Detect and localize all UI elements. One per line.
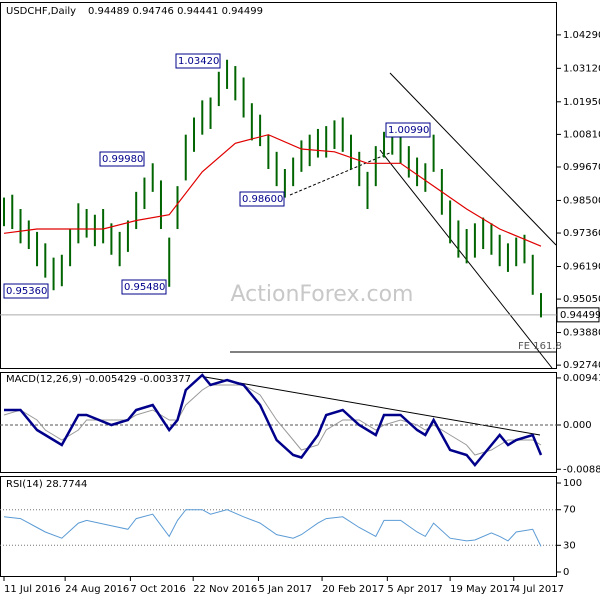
y-tick-label: 1.01950 bbox=[563, 97, 600, 108]
rsi-line bbox=[3, 509, 542, 547]
watermark: ActionForex.com bbox=[231, 282, 414, 307]
channel-line bbox=[389, 72, 557, 246]
rsi-panel bbox=[0, 476, 557, 577]
annotation-box bbox=[239, 191, 285, 207]
macd-title: MACD(12,26,9) -0.005429 -0.003377 bbox=[6, 374, 191, 385]
x-tick-label: 24 Aug 2016 bbox=[65, 584, 129, 595]
macd-line bbox=[4, 373, 543, 467]
annotation: 0.95360 bbox=[6, 286, 47, 297]
y-tick-label: 0.000 bbox=[563, 420, 592, 431]
last-price-label: 0.94499 bbox=[560, 310, 600, 321]
moving-average bbox=[3, 134, 542, 247]
x-tick-label: 4 Jul 2017 bbox=[514, 584, 564, 595]
annotation: 0.95480 bbox=[124, 282, 165, 293]
y-tick-label: -0.008852 bbox=[563, 464, 600, 475]
annotation: 0.98600 bbox=[242, 194, 283, 205]
y-tick-label: 1.04290 bbox=[563, 30, 600, 41]
annotation: 0.99980 bbox=[102, 154, 143, 165]
x-tick-label: 5 Apr 2017 bbox=[387, 584, 442, 595]
y-tick-label: 1.03120 bbox=[563, 63, 600, 74]
annotation-box bbox=[385, 122, 431, 138]
annotation: 1.00990 bbox=[388, 125, 429, 136]
macd-trend-line bbox=[204, 376, 541, 436]
x-tick-label: 22 Nov 2016 bbox=[193, 584, 257, 595]
annotation-box bbox=[3, 283, 49, 299]
x-tick-label: 7 Oct 2016 bbox=[130, 584, 185, 595]
macd-line bbox=[3, 384, 542, 456]
annotation-box bbox=[175, 53, 221, 69]
chart-title: USDCHF,Daily bbox=[6, 6, 76, 17]
price-panel bbox=[0, 2, 557, 369]
annotation-box bbox=[99, 151, 145, 167]
fe-label: FE 161.8 bbox=[518, 341, 562, 352]
last-price-box bbox=[556, 307, 600, 323]
annotation: 1.03420 bbox=[178, 56, 219, 67]
x-tick-label: 19 May 2017 bbox=[450, 584, 515, 595]
annotation-box bbox=[121, 279, 167, 295]
macd-panel bbox=[0, 372, 557, 473]
y-tick-label: 0 bbox=[563, 567, 569, 578]
y-tick-label: 70 bbox=[563, 505, 576, 516]
x-tick-label: 20 Feb 2017 bbox=[322, 584, 384, 595]
y-tick-label: 100 bbox=[563, 478, 582, 489]
x-tick-label: 5 Jan 2017 bbox=[258, 584, 312, 595]
y-tick-label: 0.009411 bbox=[563, 373, 600, 384]
x-tick-label: 11 Jul 2016 bbox=[4, 584, 61, 595]
rsi-title: RSI(14) 28.7744 bbox=[6, 479, 87, 490]
chart-subtitle: 0.94489 0.94746 0.94441 0.94499 bbox=[88, 6, 263, 17]
y-tick-label: 30 bbox=[563, 540, 576, 551]
